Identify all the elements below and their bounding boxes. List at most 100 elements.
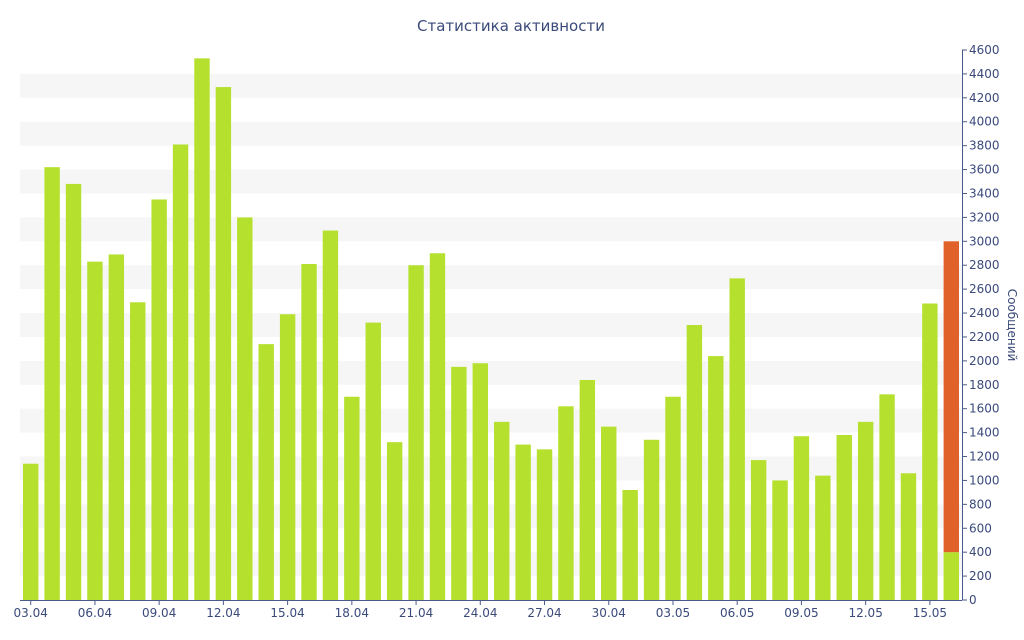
y-tick-label: 4000 <box>969 115 1000 129</box>
axes: 0 200 400 600 800 1000 1200 1400 1600 1800 2000 220… <box>14 43 1000 620</box>
bar <box>643 439 660 600</box>
grid-band <box>20 313 962 337</box>
y-tick-label: 1400 <box>969 426 1000 440</box>
bar <box>44 167 60 601</box>
bar <box>215 87 232 600</box>
x-tick-label: 27.04 <box>527 606 561 620</box>
bar <box>665 396 681 600</box>
grid-band <box>20 360 962 385</box>
y-tick-label: 200 <box>969 569 992 583</box>
y-axis-title: Сообщений <box>1005 289 1019 362</box>
bar <box>772 480 788 600</box>
bar <box>857 421 874 600</box>
y-tick-label: 3400 <box>969 186 1000 200</box>
x-tick-label: 12.05 <box>848 606 882 620</box>
x-tick-label: 18.04 <box>335 606 369 620</box>
bar <box>344 396 360 600</box>
grid-band <box>20 73 962 98</box>
bar <box>451 366 467 600</box>
bar <box>494 421 510 600</box>
y-tick-label: 4200 <box>969 91 1000 105</box>
grid-bands <box>20 73 962 577</box>
bar <box>151 199 167 600</box>
chart-title: Статистика активности <box>417 17 605 35</box>
y-tick-label: 800 <box>969 497 992 511</box>
bar <box>836 435 852 600</box>
x-tick-label: 06.05 <box>720 606 754 620</box>
bar <box>515 444 531 600</box>
bar <box>130 302 146 600</box>
y-tick-label: 2600 <box>969 282 1000 296</box>
bar <box>87 261 103 600</box>
x-tick-label: 09.04 <box>142 606 176 620</box>
bar <box>750 460 767 600</box>
grid-band <box>20 456 962 481</box>
bar <box>793 436 810 600</box>
y-tick-label: 600 <box>969 521 992 535</box>
bar <box>815 475 831 600</box>
grid-band <box>20 169 962 194</box>
bar <box>194 58 210 601</box>
bar <box>943 552 959 600</box>
bar <box>601 426 617 600</box>
y-tick-label: 2000 <box>969 354 1000 368</box>
bar <box>301 264 317 600</box>
x-tick-label: 30.04 <box>592 606 626 620</box>
x-tick-label: 12.04 <box>206 606 240 620</box>
y-tick-label: 1600 <box>969 402 1000 416</box>
bar <box>258 344 274 600</box>
x-tick-label: 03.05 <box>656 606 690 620</box>
grid-band <box>20 217 962 242</box>
y-tick-label: 1000 <box>969 473 1000 487</box>
y-tick-label: 3200 <box>969 210 1000 224</box>
x-tick-label: 06.04 <box>78 606 112 620</box>
bar <box>879 394 895 600</box>
bar <box>900 473 917 600</box>
bar <box>622 490 638 600</box>
x-tick-label: 15.04 <box>270 606 304 620</box>
grid-band <box>20 552 962 577</box>
grid-band <box>20 504 962 529</box>
bar <box>237 217 253 600</box>
bar <box>386 442 403 600</box>
x-tick-label: 21.04 <box>399 606 433 620</box>
bar-overflow <box>943 241 959 553</box>
bar <box>686 325 703 600</box>
bar <box>922 303 938 600</box>
bar <box>429 253 446 600</box>
y-tick-label: 2800 <box>969 258 1000 272</box>
bar <box>729 278 745 600</box>
bar <box>536 449 553 600</box>
y-tick-label: 3600 <box>969 163 1000 177</box>
bar <box>322 230 339 601</box>
bar <box>579 380 596 600</box>
grid-band <box>20 265 962 290</box>
bar <box>279 314 296 600</box>
bar <box>558 406 574 600</box>
x-tick-label: 24.04 <box>463 606 497 620</box>
bar <box>65 183 82 600</box>
grid-band <box>20 408 962 433</box>
bar <box>708 356 724 600</box>
y-tick-label: 4600 <box>969 43 1000 57</box>
bar <box>408 265 424 600</box>
bar <box>472 363 488 600</box>
grid-band <box>20 121 962 146</box>
y-tick-label: 1800 <box>969 378 1000 392</box>
y-tick-label: 1200 <box>969 450 1000 464</box>
bar <box>108 254 125 600</box>
y-tick-label: 2400 <box>969 306 1000 320</box>
x-tick-label: 09.05 <box>784 606 818 620</box>
bar <box>172 144 189 600</box>
x-tick-label: 15.05 <box>913 606 947 620</box>
y-tick-label: 3000 <box>969 234 1000 248</box>
y-tick-label: 2200 <box>969 330 1000 344</box>
y-tick-label: 3800 <box>969 139 1000 153</box>
bar-series <box>23 58 959 601</box>
y-tick-label: 4400 <box>969 67 1000 81</box>
bar <box>365 322 381 600</box>
bar <box>23 463 39 600</box>
y-tick-label: 400 <box>969 545 992 559</box>
